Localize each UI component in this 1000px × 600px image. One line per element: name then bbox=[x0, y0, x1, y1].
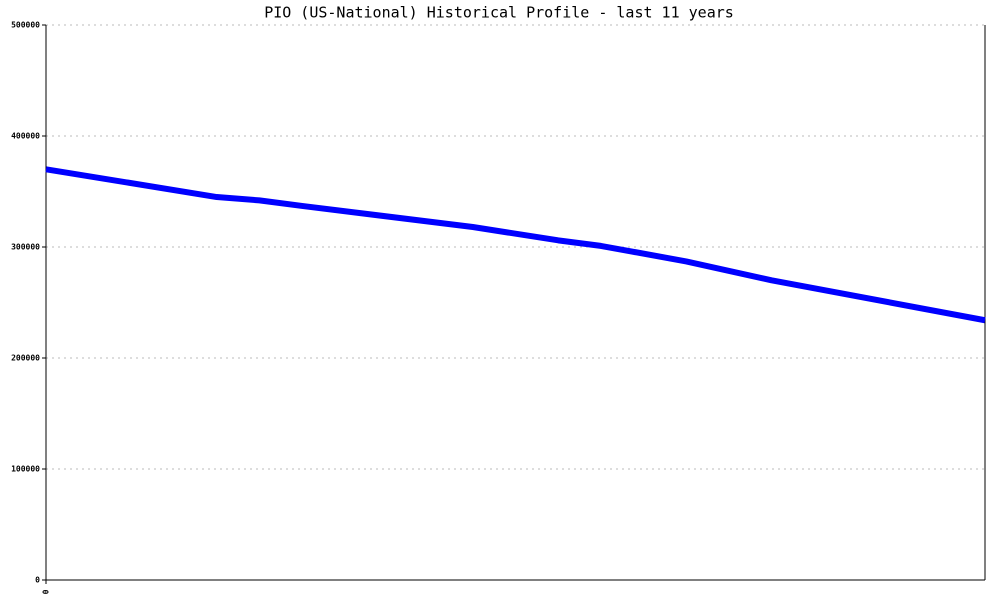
x-tick-label: 0 bbox=[42, 589, 51, 594]
y-tick-label: 100000 bbox=[11, 465, 40, 474]
y-tick-label: 400000 bbox=[11, 132, 40, 141]
line-series bbox=[45, 166, 986, 324]
y-tick-label: 500000 bbox=[11, 21, 40, 30]
y-tick-label: 0 bbox=[35, 576, 40, 585]
y-tick-label: 300000 bbox=[11, 243, 40, 252]
y-tick-label: 200000 bbox=[11, 354, 40, 363]
chart-title: PIO (US-National) Historical Profile - l… bbox=[264, 4, 734, 22]
